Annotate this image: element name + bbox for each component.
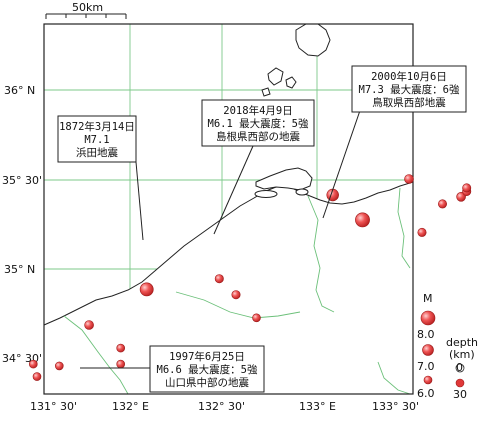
annotation-yamaguchi-line-3: 山口県中部の地震	[165, 376, 249, 389]
earthquake-marker	[140, 283, 153, 296]
legend-depth-0: 0	[456, 361, 463, 374]
annotation-hamada-line-2: M7.1	[84, 134, 109, 146]
legend-magnitude-6-marker	[424, 376, 432, 384]
annotation-shimane-line-2: M6.1 最大震度：5強	[208, 117, 309, 130]
annotation-yamaguchi-line-1: 1997年6月25日	[169, 350, 245, 363]
lon-label-133: 133° E	[299, 400, 336, 413]
lat-label-35: 35° N	[4, 263, 35, 276]
lon-label-13230: 132° 30'	[198, 400, 245, 413]
earthquake-marker	[215, 275, 223, 283]
earthquake-marker	[55, 362, 63, 370]
legend-magnitude-8-marker	[421, 311, 435, 325]
annotation-shimane-line-3: 島根県西部の地震	[216, 130, 300, 143]
earthquake-marker	[405, 175, 414, 184]
earthquake-marker	[418, 228, 426, 236]
legend-magnitude-7-marker	[423, 345, 434, 356]
lake-nakaumi	[296, 189, 308, 195]
scale-bar: 50km	[46, 1, 126, 19]
lon-label-13330: 133° 30'	[372, 400, 419, 413]
lat-label-36: 36° N	[4, 84, 35, 97]
lat-label-3530: 35° 30'	[2, 174, 42, 187]
annotation-hamada-line-1: 1872年3月14日	[59, 120, 135, 133]
legend-title: M	[423, 292, 433, 305]
annotation-shimane-line-1: 2018年4月9日	[223, 104, 292, 117]
earthquake-marker	[463, 184, 471, 192]
legend-magnitude-6: 6.0	[417, 387, 435, 400]
earthquake-marker	[85, 321, 94, 330]
annotation-hamada-line-3: 浜田地震	[76, 146, 118, 159]
earthquake-marker	[117, 344, 125, 352]
lon-label-13130: 131° 30'	[30, 400, 77, 413]
legend-magnitude-7: 7.0	[417, 360, 435, 373]
latitude-labels: 36° N 35° 30' 35° N 34° 30'	[2, 84, 42, 365]
annotation-tottori-line-1: 2000年10月6日	[371, 70, 447, 83]
earthquake-marker	[355, 213, 369, 227]
earthquake-marker	[117, 360, 125, 368]
legend-depth-30: 30	[453, 388, 467, 401]
annotation-yamaguchi: 1997年6月25日 M6.6 最大震度：5強 山口県中部の地震	[150, 346, 264, 392]
earthquake-marker	[33, 373, 41, 381]
annotation-shimane: 2018年4月9日 M6.1 最大震度：5強 島根県西部の地震	[202, 100, 314, 146]
earthquake-marker	[232, 291, 240, 299]
legend-depth-unit: (km)	[449, 348, 475, 361]
earthquake-marker	[253, 314, 261, 322]
shimane-peninsula	[256, 168, 312, 190]
oki-dogo-island	[296, 24, 330, 56]
legend-magnitude-8: 8.0	[417, 328, 435, 341]
oki-nakanoshima	[286, 77, 296, 88]
lake-shinji	[255, 191, 277, 198]
legend-depth-30-marker	[456, 379, 464, 387]
scale-bar-label: 50km	[72, 1, 103, 14]
annotation-hamada: 1872年3月14日 M7.1 浜田地震	[58, 116, 136, 162]
earthquake-marker	[438, 200, 446, 208]
oki-chiburijima	[262, 88, 270, 96]
lon-label-132: 132° E	[112, 400, 149, 413]
longitude-labels: 131° 30' 132° E 132° 30' 133° E 133° 30'	[30, 400, 419, 413]
annotation-tottori-line-3: 鳥取県西部地震	[372, 96, 446, 109]
legend: M 8.0 7.0 6.0 depth (km) 0 30	[417, 292, 478, 401]
earthquake-marker	[29, 360, 37, 368]
annotation-tottori: 2000年10月6日 M7.3 最大震度：6強 鳥取県西部地震	[352, 66, 466, 112]
oki-nishinoshima	[268, 68, 283, 85]
annotation-yamaguchi-line-2: M6.6 最大震度：5強	[157, 363, 258, 376]
annotation-tottori-line-2: M7.3 最大震度：6強	[359, 83, 460, 96]
